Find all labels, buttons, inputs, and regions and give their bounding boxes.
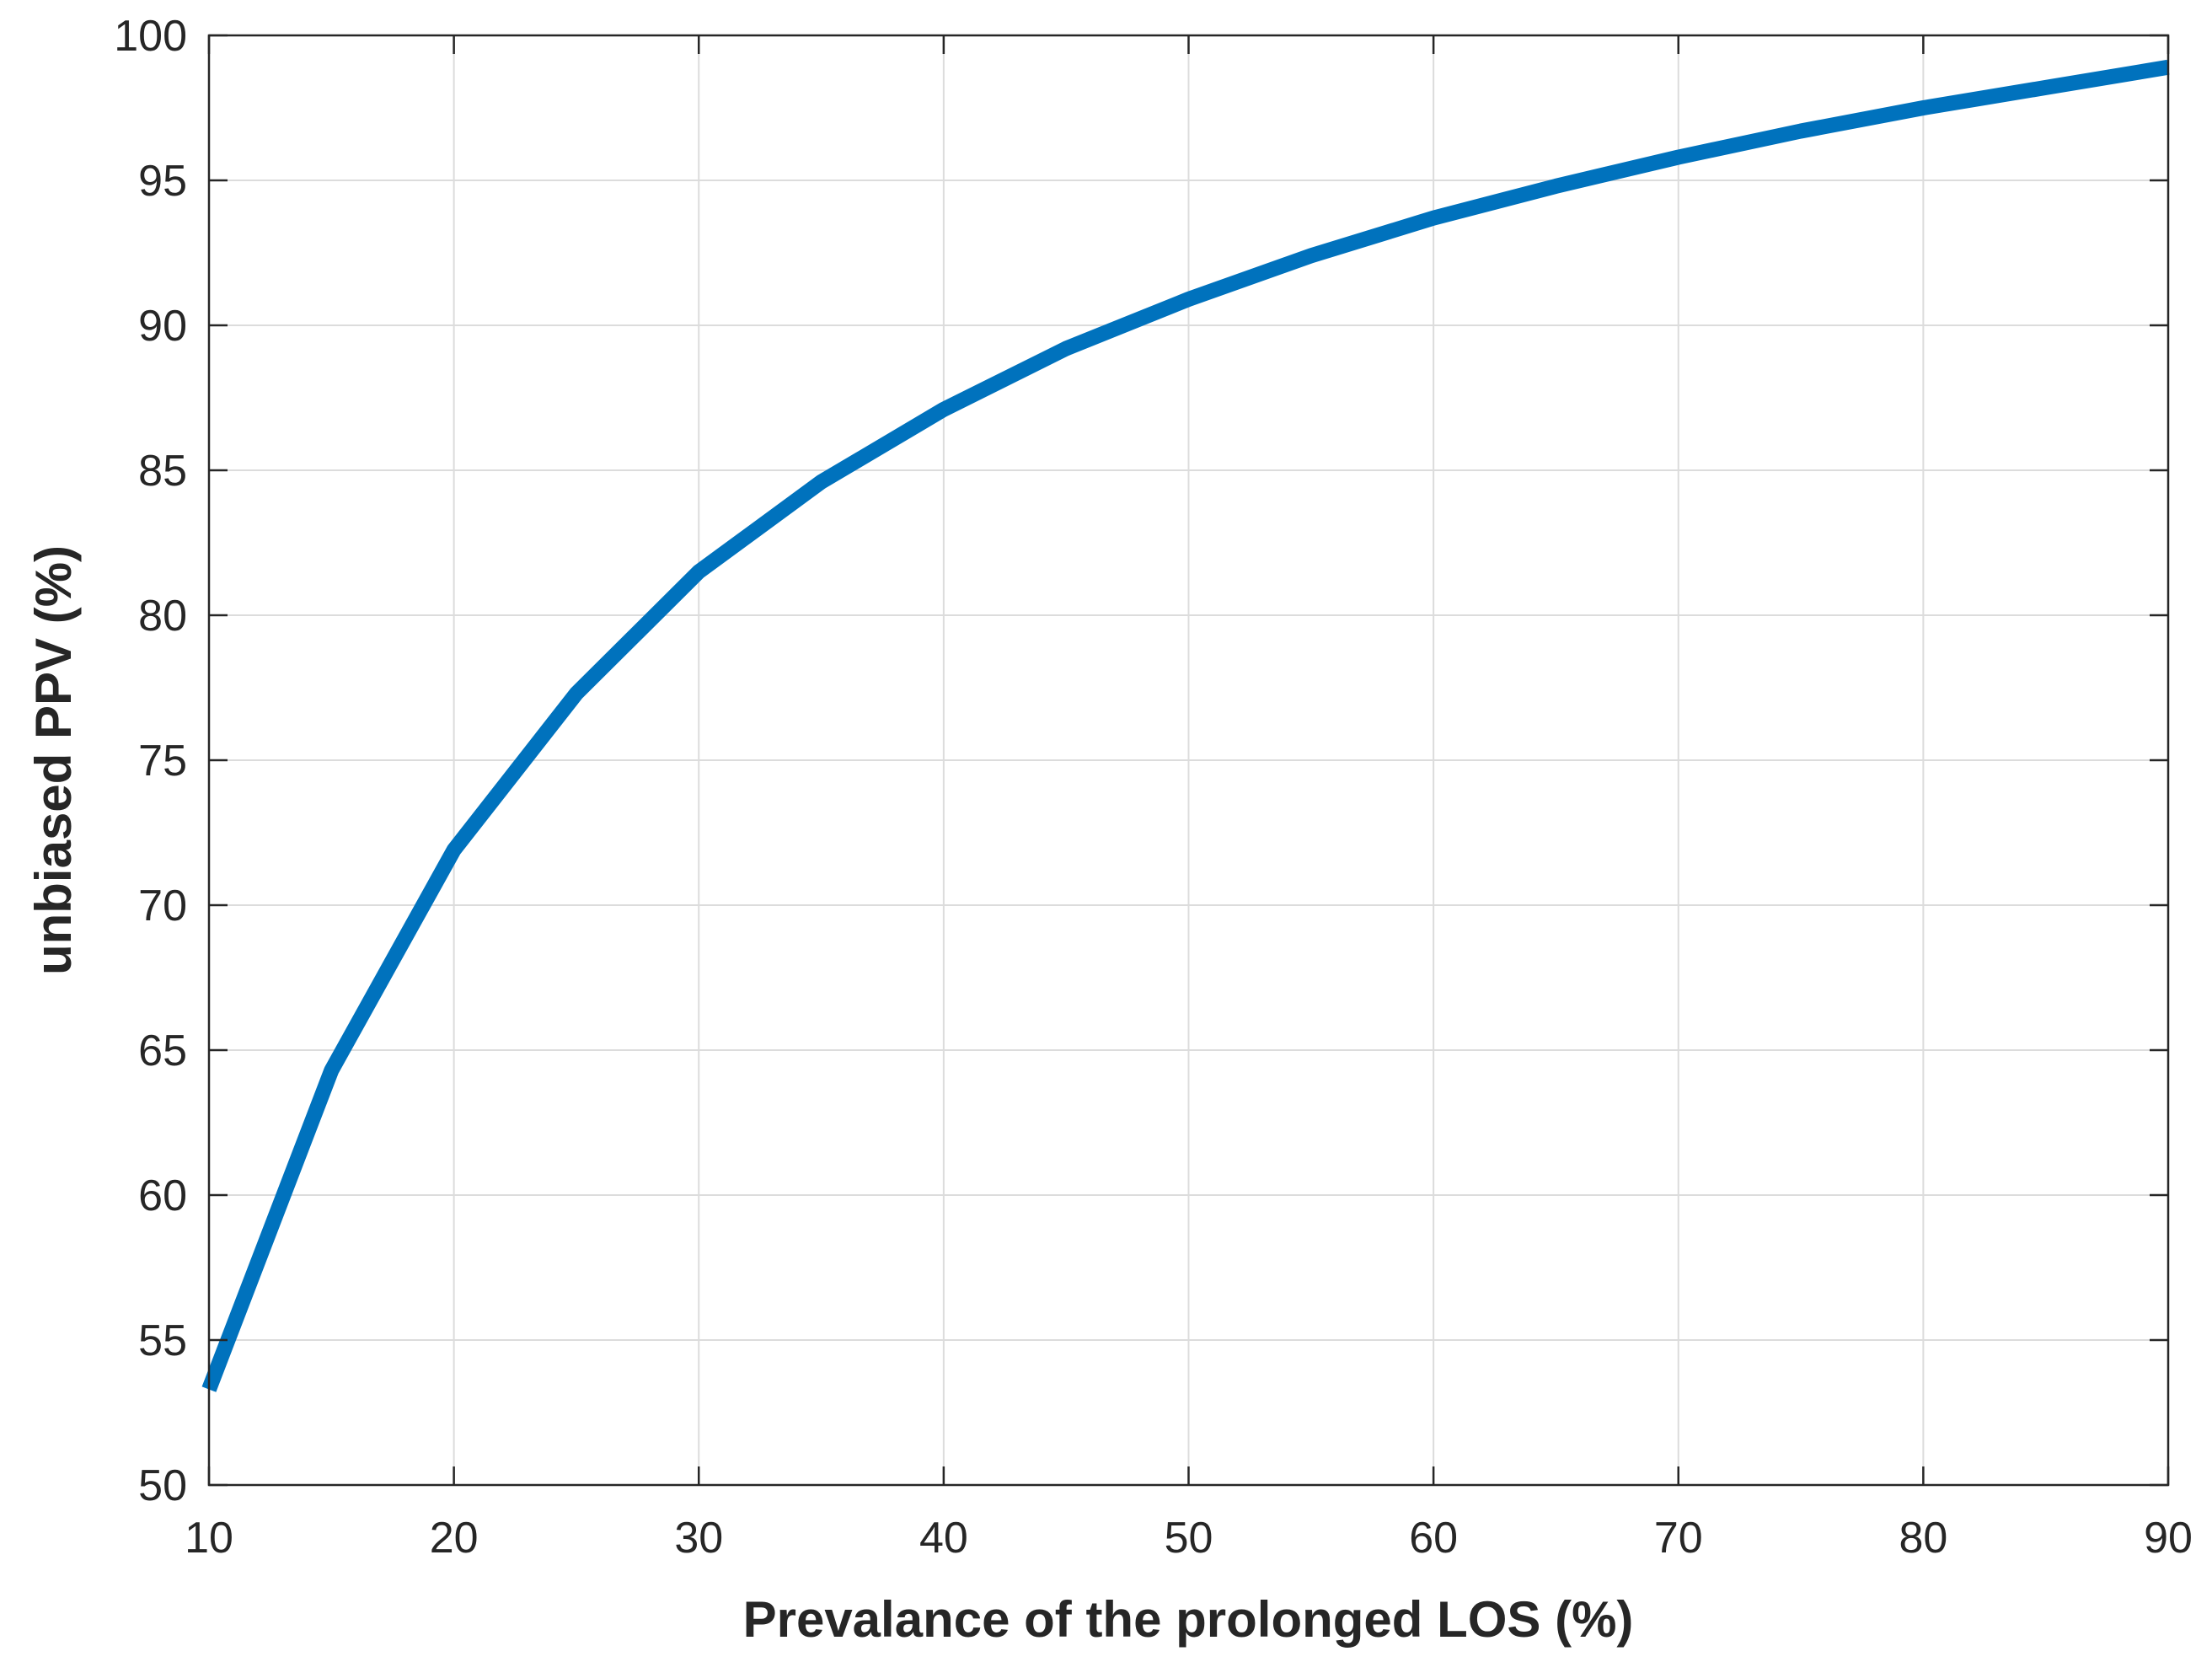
y-tick-label: 55 (138, 1316, 187, 1365)
x-tick-label: 50 (1165, 1514, 1213, 1563)
y-tick-label: 65 (138, 1027, 187, 1075)
x-tick-label: 20 (430, 1514, 479, 1563)
data-point (2045, 87, 2047, 88)
y-tick-label: 95 (138, 157, 187, 206)
y-tick-label: 70 (138, 882, 187, 930)
x-tick-label: 40 (919, 1514, 968, 1563)
x-tick-label: 90 (2144, 1514, 2193, 1563)
data-point (821, 481, 822, 483)
x-tick-labels: 10 20 30 40 50 60 70 80 90 (185, 1514, 2193, 1563)
data-point (1922, 107, 1924, 109)
data-point (1310, 255, 1312, 256)
data-point (1065, 348, 1067, 350)
x-tick-label: 30 (674, 1514, 723, 1563)
y-tick-labels: 50 55 60 65 70 75 80 85 90 95 100 (114, 12, 187, 1510)
y-tick-label: 50 (138, 1461, 187, 1510)
x-tick-label: 80 (1899, 1514, 1947, 1563)
data-point (330, 1070, 332, 1071)
y-axis-label: unbiased PPV (%) (25, 545, 82, 975)
x-tick-label: 10 (185, 1514, 233, 1563)
y-tick-label: 100 (114, 12, 187, 61)
x-axis-label: Prevalance of the prolonged LOS (%) (743, 1591, 1634, 1648)
x-tick-label: 60 (1409, 1514, 1458, 1563)
y-tick-label: 75 (138, 737, 187, 785)
x-tick-label: 70 (1654, 1514, 1703, 1563)
y-tick-label: 60 (138, 1171, 187, 1220)
y-tick-label: 85 (138, 447, 187, 496)
tick-marks (207, 34, 2170, 1487)
y-tick-label: 80 (138, 592, 187, 641)
data-point (1678, 156, 1679, 158)
y-tick-label: 90 (138, 302, 187, 351)
data-point (1433, 217, 1434, 219)
data-point (1188, 298, 1189, 300)
data-point (943, 409, 945, 410)
